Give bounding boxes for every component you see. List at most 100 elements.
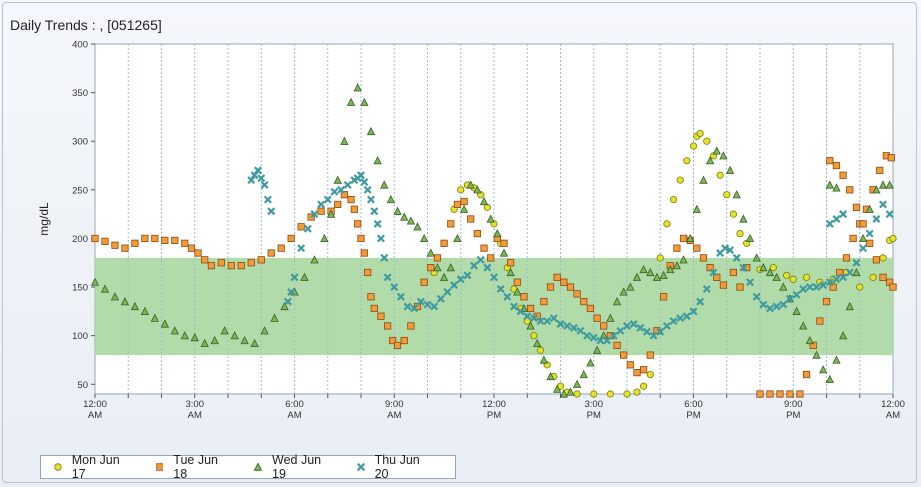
data-point-thu-jun-20 — [343, 180, 352, 189]
data-point-thu-jun-20 — [732, 253, 741, 262]
data-point-wed-jun-19 — [639, 264, 648, 274]
data-point-wed-jun-19 — [333, 175, 342, 184]
data-point-tue-jun-18 — [566, 283, 575, 291]
data-point-thu-jun-20 — [839, 273, 848, 282]
data-point-wed-jun-19 — [353, 83, 362, 92]
data-point-wed-jun-19 — [752, 253, 761, 262]
x-tick-label: 9:00 — [784, 399, 803, 410]
data-point-mon-jun-17 — [856, 283, 864, 291]
data-point-thu-jun-20 — [403, 302, 412, 311]
data-point-thu-jun-20 — [596, 336, 605, 345]
data-point-tue-jun-18 — [383, 322, 392, 330]
data-point-tue-jun-18 — [859, 220, 867, 228]
data-point-thu-jun-20 — [436, 294, 445, 303]
data-point-wed-jun-19 — [366, 126, 376, 136]
data-point-wed-jun-19 — [825, 374, 834, 384]
data-point-mon-jun-17 — [633, 388, 641, 396]
data-point-tue-jun-18 — [151, 234, 159, 243]
data-point-wed-jun-19 — [812, 350, 821, 359]
data-point-wed-jun-19 — [719, 151, 728, 160]
data-point-wed-jun-19 — [759, 263, 768, 272]
data-point-wed-jun-19 — [499, 248, 509, 257]
data-point-thu-jun-20 — [805, 283, 814, 292]
data-point-tue-jun-18 — [849, 234, 857, 243]
data-point-mon-jun-17 — [683, 157, 691, 165]
data-point-wed-jun-19 — [553, 384, 562, 393]
data-point-thu-jun-20 — [523, 312, 532, 321]
data-point-tue-jun-18 — [237, 262, 245, 270]
data-point-wed-jun-19 — [220, 326, 229, 335]
data-point-tue-jun-18 — [876, 166, 884, 174]
data-point-wed-jun-19 — [792, 306, 801, 315]
data-point-tue-jun-18 — [440, 239, 448, 247]
data-point-tue-jun-18 — [613, 341, 621, 349]
data-point-mon-jun-17 — [573, 390, 581, 398]
data-point-wed-jun-19 — [705, 156, 715, 165]
x-tick-label: PM — [487, 410, 501, 421]
data-points — [90, 83, 897, 398]
data-point-wed-jun-19 — [686, 233, 695, 243]
data-point-thu-jun-20 — [297, 244, 306, 253]
data-point-wed-jun-19 — [230, 331, 239, 340]
data-point-tue-jun-18 — [513, 278, 521, 286]
data-point-tue-jun-18 — [334, 200, 342, 209]
legend-marker-shape — [54, 463, 62, 471]
data-point-tue-jun-18 — [187, 244, 196, 252]
data-point-wed-jun-19 — [453, 233, 462, 243]
legend-marker-shape — [356, 462, 365, 472]
data-point-wed-jun-19 — [745, 233, 755, 243]
data-point-tue-jun-18 — [500, 239, 508, 247]
data-point-thu-jun-20 — [852, 258, 861, 267]
data-point-wed-jun-19 — [100, 284, 110, 293]
x-tick-label: 3:00 — [585, 399, 604, 410]
data-point-thu-jun-20 — [629, 320, 638, 328]
data-point-wed-jun-19 — [210, 335, 219, 345]
data-point-tue-jun-18 — [633, 369, 641, 377]
data-point-tue-jun-18 — [822, 298, 831, 306]
data-point-thu-jun-20 — [682, 312, 691, 321]
data-point-thu-jun-20 — [263, 195, 272, 204]
data-point-mon-jun-17 — [703, 137, 711, 145]
data-point-wed-jun-19 — [400, 212, 409, 221]
data-point-tue-jun-18 — [553, 273, 561, 281]
data-point-tue-jun-18 — [460, 197, 468, 206]
data-point-thu-jun-20 — [616, 326, 625, 335]
data-point-tue-jun-18 — [839, 171, 847, 179]
x-tick-label: 9:00 — [385, 399, 404, 410]
y-axis-label: mg/dL — [37, 202, 51, 236]
x-tick-label: 12:00 — [881, 399, 905, 410]
chart-title: Daily Trends : , [051265] — [10, 17, 162, 33]
x-tick-label: AM — [188, 410, 202, 421]
data-point-thu-jun-20 — [376, 234, 385, 243]
data-point-wed-jun-19 — [459, 204, 469, 213]
data-point-thu-jun-20 — [556, 320, 565, 328]
data-point-thu-jun-20 — [303, 224, 312, 233]
data-point-wed-jun-19 — [572, 379, 582, 388]
data-point-tue-jun-18 — [91, 234, 99, 243]
data-point-thu-jun-20 — [792, 290, 801, 299]
data-point-wed-jun-19 — [619, 287, 628, 296]
data-point-tue-jun-18 — [586, 304, 595, 313]
data-point-wed-jun-19 — [819, 365, 828, 374]
data-point-tue-jun-18 — [367, 293, 375, 301]
data-point-wed-jun-19 — [513, 287, 522, 296]
data-point-mon-jun-17 — [536, 346, 545, 354]
data-point-wed-jun-19 — [592, 345, 602, 354]
data-point-tue-jun-18 — [377, 312, 385, 320]
data-point-mon-jun-17 — [879, 254, 887, 262]
data-point-thu-jun-20 — [636, 323, 645, 332]
data-point-wed-jun-19 — [493, 228, 502, 238]
data-point-tue-jun-18 — [267, 249, 275, 257]
data-point-wed-jun-19 — [632, 272, 642, 281]
data-point-tue-jun-18 — [340, 191, 348, 199]
data-point-wed-jun-19 — [725, 165, 735, 174]
data-point-mon-jun-17 — [646, 370, 654, 379]
data-point-thu-jun-20 — [772, 302, 781, 311]
data-point-thu-jun-20 — [879, 200, 888, 209]
legend-item: Wed Jun 19 — [253, 453, 330, 481]
data-point-tue-jun-18 — [357, 234, 365, 243]
data-point-wed-jun-19 — [466, 180, 475, 189]
data-point-wed-jun-19 — [652, 272, 662, 281]
data-point-tue-jun-18 — [646, 351, 654, 359]
